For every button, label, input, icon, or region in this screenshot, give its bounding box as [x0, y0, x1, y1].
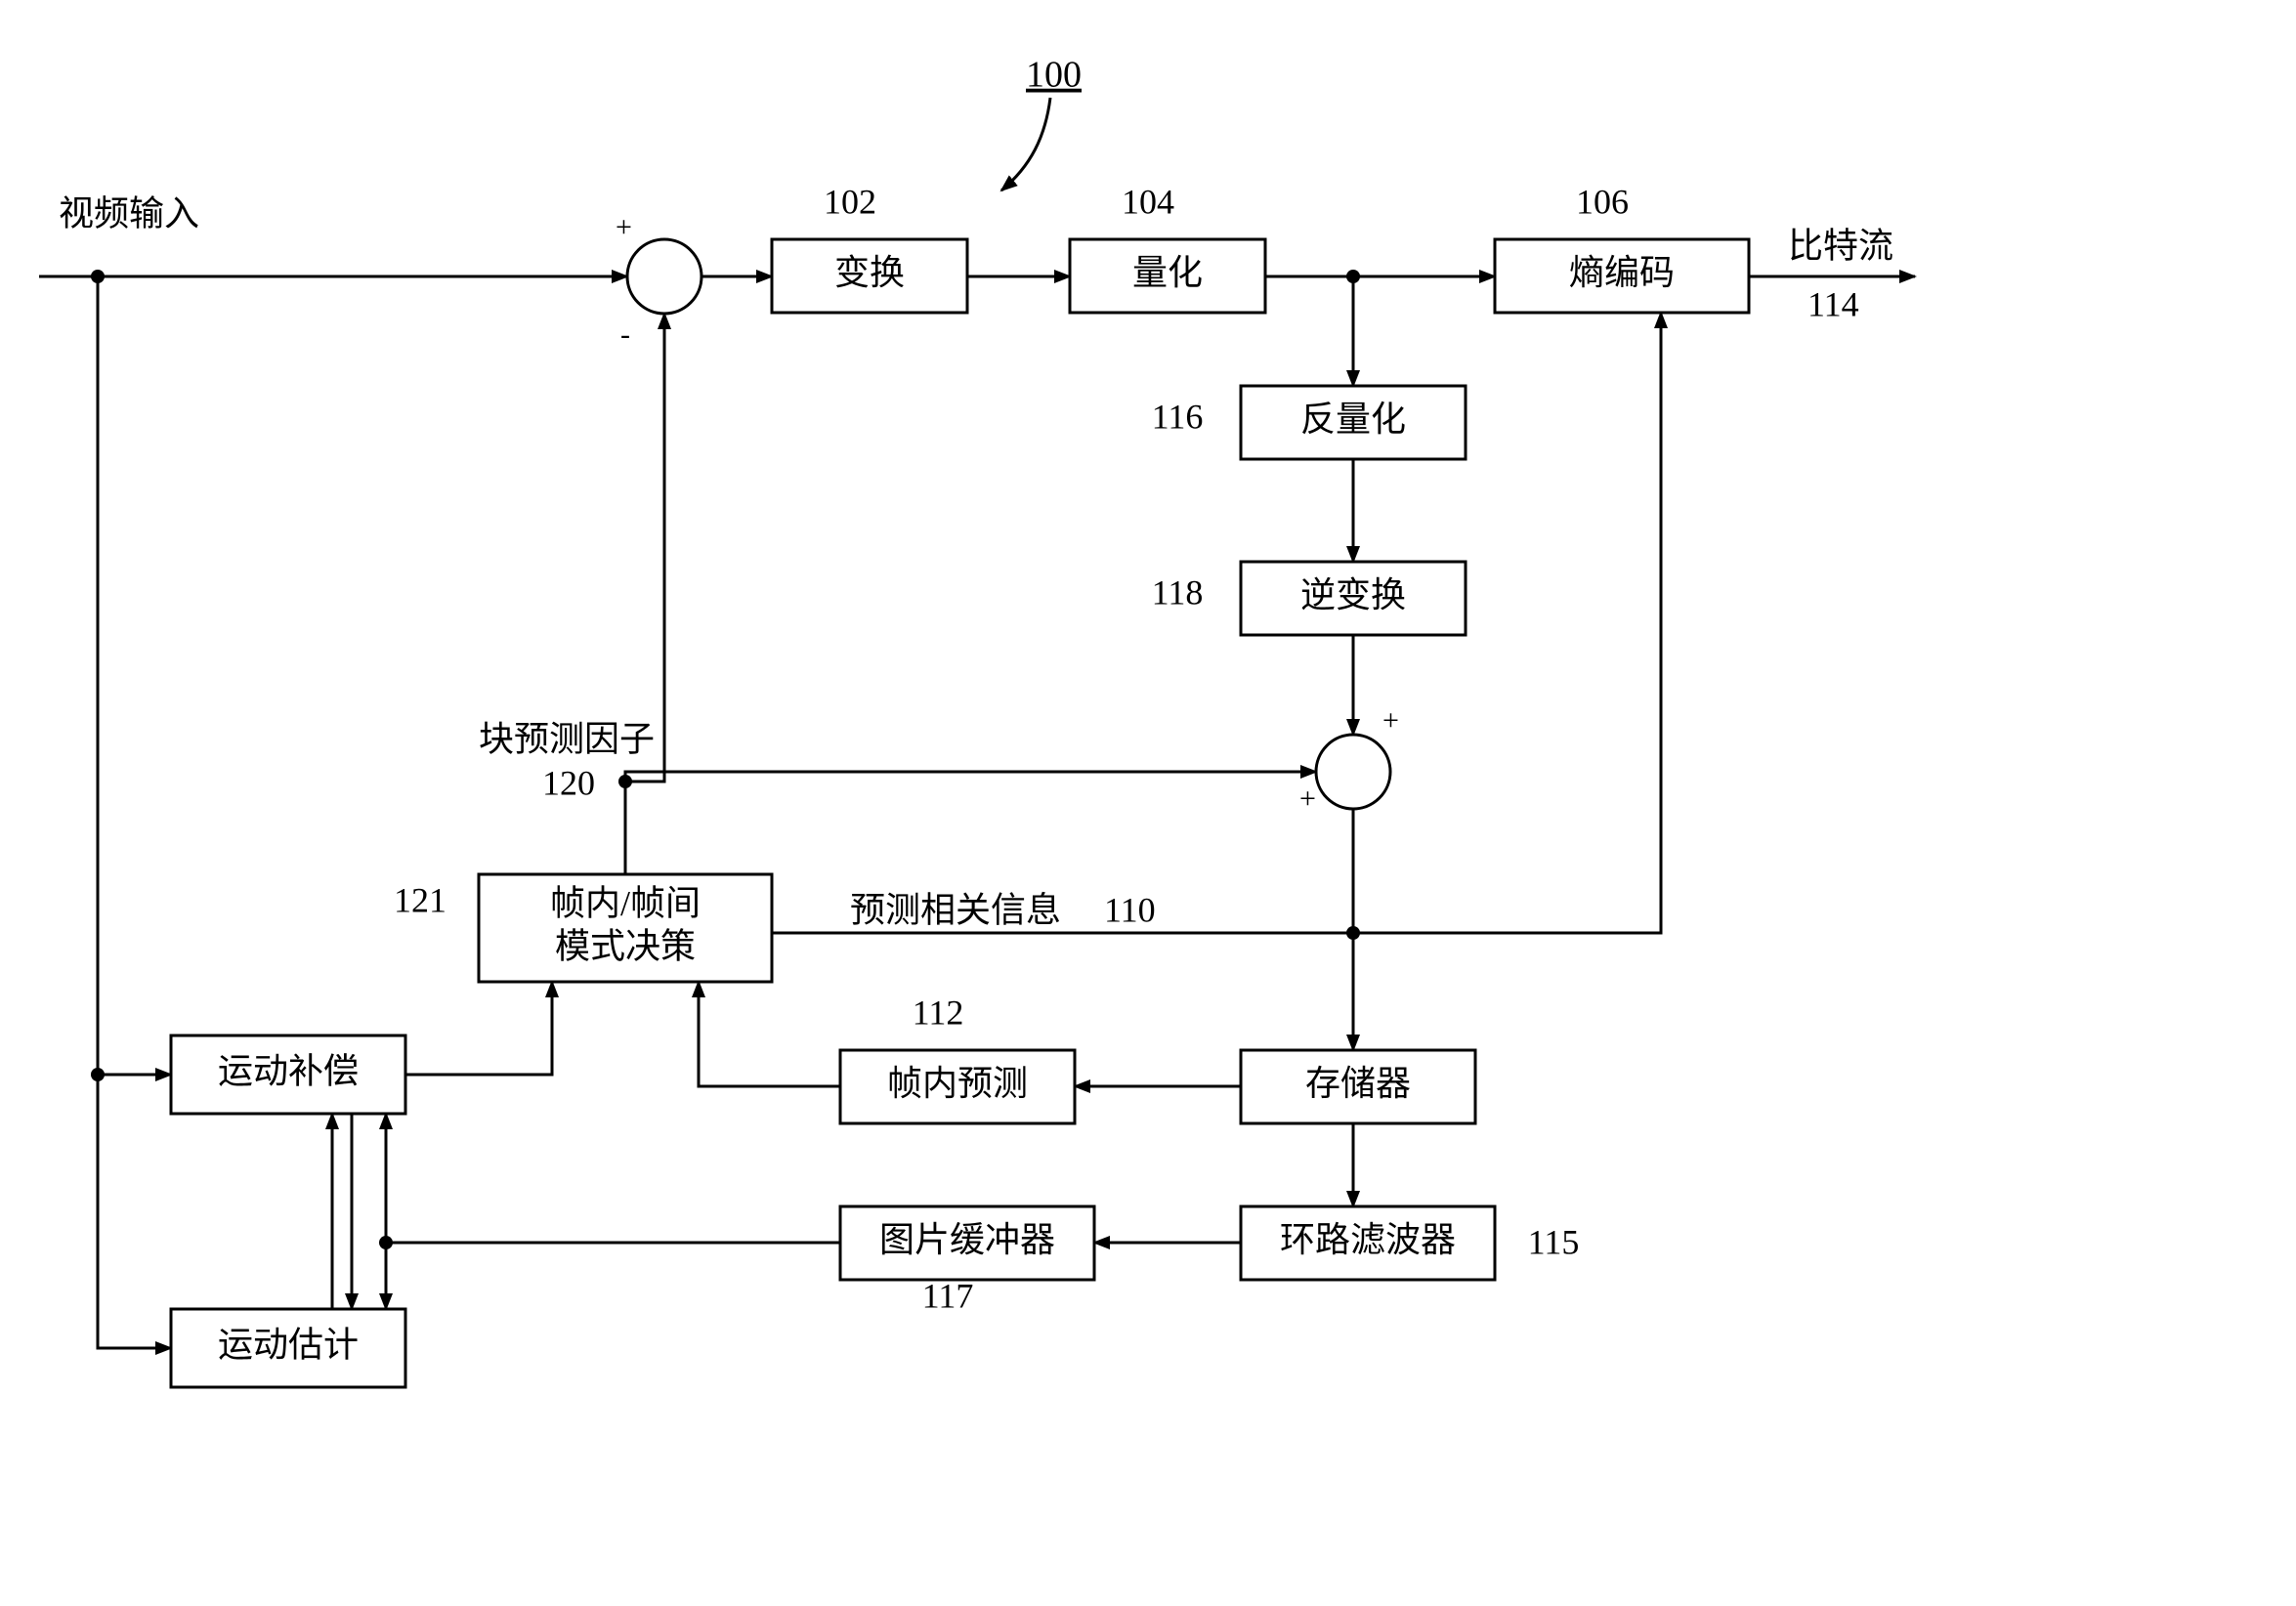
summer-plus2: +: [1299, 782, 1316, 815]
block-ref-picbuf: 117: [922, 1276, 974, 1315]
block-ref-idct: 118: [1152, 572, 1204, 612]
block-intra: 帧内预测 112: [840, 993, 1075, 1123]
block-ref-dequant: 116: [1152, 397, 1204, 436]
wire-junction: [1346, 926, 1360, 940]
label-bitstream: 比特流: [1788, 226, 1893, 265]
encoder-block-diagram: 变换 102 量化 104 熵编码 106 反量化 116 逆变换 118 帧内/帧间模式决策 121…: [0, 0, 2296, 1606]
block-motioncomp: 运动补偿: [171, 1035, 405, 1114]
block-label-entropy: 熵编码: [1569, 253, 1675, 292]
label-bitstream_ref: 114: [1807, 284, 1859, 323]
summer-s1: +-: [616, 211, 702, 351]
wire-junction: [1346, 270, 1360, 283]
block-motionest: 运动估计: [171, 1309, 405, 1387]
block-label-motionest: 运动估计: [218, 1325, 359, 1364]
label-blockpred: 块预测因子: [479, 719, 655, 758]
block-label-intra: 帧内预测: [887, 1064, 1028, 1103]
wires-layer: [39, 276, 1915, 1348]
summer-plus1: +: [1382, 704, 1399, 737]
block-label-picbuf: 图片缓冲器: [879, 1220, 1055, 1259]
block-ref-transform: 102: [824, 182, 876, 221]
mode-to-entropy: [772, 313, 1661, 933]
block-label2-mode: 模式决策: [555, 926, 696, 965]
block-label-dequant: 反量化: [1300, 400, 1406, 439]
summer-s2: ++: [1299, 704, 1399, 815]
block-mode: 帧内/帧间模式决策 121: [394, 874, 772, 982]
video-to-me: [98, 1075, 171, 1348]
block-label-idct: 逆变换: [1300, 575, 1406, 614]
block-ref-mode: 121: [394, 880, 446, 919]
mc-to-mode: [405, 982, 552, 1075]
label-video_in: 视频输入: [59, 193, 199, 232]
block-dequant: 反量化 116: [1152, 386, 1466, 459]
video-to-mc: [98, 276, 171, 1075]
block-idct: 逆变换 118: [1152, 562, 1466, 635]
block-loopfilter: 环路滤波器 115: [1241, 1206, 1579, 1280]
label-predinfo: 预测相关信息: [850, 890, 1061, 929]
wire-junction: [91, 270, 105, 283]
block-ref-quantize: 104: [1122, 182, 1174, 221]
summer-minus: -: [620, 318, 630, 351]
block-quantize: 量化 104: [1070, 182, 1265, 313]
title-pointer-arrow: [1001, 98, 1050, 190]
summers-layer: +-++: [616, 211, 1399, 815]
label-blockpred_ref: 120: [542, 763, 595, 802]
wire-junction: [618, 775, 632, 788]
block-transform: 变换 102: [772, 182, 967, 313]
pred-to-s2: [625, 772, 1316, 782]
block-label-quantize: 量化: [1132, 253, 1203, 292]
block-ref-entropy: 106: [1576, 182, 1629, 221]
block-ref-intra: 112: [913, 993, 964, 1032]
block-memory: 存储器: [1241, 1050, 1475, 1123]
diagram-svg: 变换 102 量化 104 熵编码 106 反量化 116 逆变换 118 帧内/帧间模式决策 121…: [0, 0, 2296, 1606]
block-picbuf: 图片缓冲器 117: [840, 1206, 1094, 1315]
wire-junction: [91, 1068, 105, 1081]
block-ref-loopfilter: 115: [1528, 1222, 1580, 1261]
block-label-loopfilter: 环路滤波器: [1280, 1220, 1456, 1259]
block-entropy: 熵编码 106: [1495, 182, 1749, 313]
wire-junction: [379, 1236, 393, 1249]
block-label-motioncomp: 运动补偿: [218, 1051, 359, 1090]
label-predinfo_ref: 110: [1104, 890, 1156, 929]
block-label-memory: 存储器: [1305, 1064, 1411, 1103]
pred-to-s1: [625, 314, 664, 782]
intra-to-mode: [699, 982, 840, 1086]
blocks-layer: 变换 102 量化 104 熵编码 106 反量化 116 逆变换 118 帧内/帧间模式决策 121…: [171, 182, 1749, 1387]
summer-plus: +: [616, 211, 632, 243]
block-label1-mode: 帧内/帧间: [550, 883, 701, 922]
figure-title: 100: [1026, 55, 1082, 96]
block-label-transform: 变换: [834, 253, 905, 292]
